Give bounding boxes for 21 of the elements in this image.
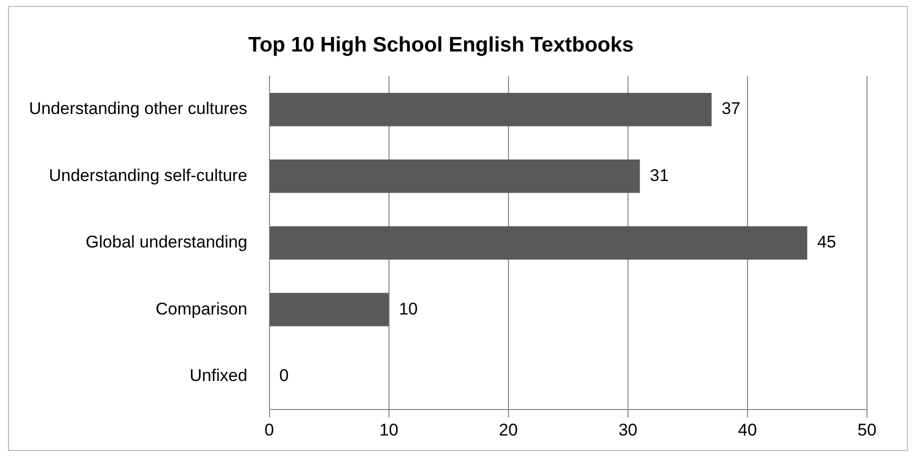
x-tick-label: 10 [379, 420, 398, 440]
chart-title: Top 10 High School English Textbooks [248, 33, 634, 56]
data-label: 10 [398, 299, 418, 318]
y-tick-label: Understanding other cultures [28, 99, 248, 118]
x-tick-label: 0 [264, 420, 274, 440]
x-tick-label: 50 [858, 420, 876, 440]
bar [270, 292, 389, 326]
x-tick-label: 20 [498, 420, 518, 440]
y-tick-label: Unfixed [190, 366, 248, 385]
data-label: 0 [279, 366, 289, 385]
bar [270, 92, 712, 126]
data-label: 31 [650, 166, 669, 185]
y-tick-label: Understanding self-culture [48, 166, 248, 185]
bar [270, 160, 640, 193]
y-tick-label: Comparison [156, 299, 248, 318]
x-tick-label: 30 [618, 420, 638, 440]
x-tick-label: 40 [738, 420, 757, 440]
bar [270, 226, 808, 260]
y-tick-label: Global understanding [86, 232, 248, 252]
data-label: 37 [722, 99, 741, 118]
data-label: 45 [817, 232, 836, 252]
